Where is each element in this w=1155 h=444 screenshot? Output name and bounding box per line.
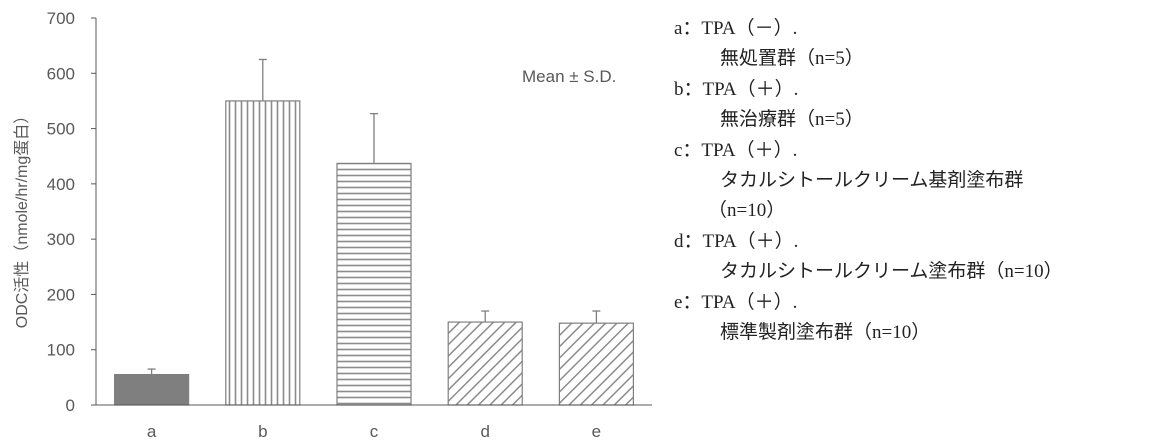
legend-item-description: タカルシトールクリーム塗布群（n=10） — [720, 261, 1063, 283]
legend: a：TPA（－）. 無処置群（n=5） b：TPA（＋）. 無治療群（n=5） c：TP… — [674, 14, 1152, 348]
legend-item-description-cont: （n=10） — [708, 200, 786, 222]
x-tick-label: a — [147, 422, 157, 441]
legend-item-description: タカルシトールクリーム基剤塗布群 — [720, 169, 1024, 191]
x-tick-label: b — [258, 422, 267, 441]
x-tick-label: d — [480, 422, 489, 441]
y-tick-label: 500 — [47, 120, 75, 139]
legend-item-description: 無処置群（n=5） — [720, 48, 864, 70]
bar-d — [447, 321, 523, 406]
y-tick-label: 100 — [47, 341, 75, 360]
bars — [113, 58, 635, 406]
y-tick-label: 300 — [47, 230, 75, 249]
legend-item-label: d：TPA（＋）. — [674, 230, 799, 252]
legend-item-description: 無治療群（n=5） — [720, 109, 864, 131]
bar-b — [225, 100, 301, 406]
y-tick-label: 200 — [47, 285, 75, 304]
legend-item-label: e：TPA（＋）. — [674, 291, 798, 313]
y-tick-label: 400 — [47, 175, 75, 194]
y-tick-label: 700 — [47, 9, 75, 28]
bar-chart: 0 100 200 300 400 500 600 700 a b c d e ODC活性（nmole… — [13, 9, 652, 441]
legend-item-label: b：TPA（＋）. — [674, 78, 799, 100]
legend-item-description: 標準製剤塗布群（n=10） — [720, 321, 931, 343]
y-tick-label: 600 — [47, 64, 75, 83]
legend-item-label: a：TPA（－）. — [674, 18, 798, 39]
mean-sd-annotation: Mean ± S.D. — [522, 67, 616, 86]
x-axis: a b c d e — [96, 404, 652, 441]
y-tick-label: 0 — [66, 396, 75, 415]
bar-c — [336, 162, 412, 406]
bar-a — [113, 373, 190, 406]
x-tick-label: c — [370, 422, 379, 441]
y-axis-label: ODC活性（nmole/hr/mg蛋白） — [13, 108, 31, 328]
legend-item-label: c：TPA（＋）. — [674, 139, 798, 161]
y-axis: 0 100 200 300 400 500 600 700 — [47, 9, 97, 415]
x-tick-label: e — [592, 422, 601, 441]
bar-e — [558, 322, 635, 406]
